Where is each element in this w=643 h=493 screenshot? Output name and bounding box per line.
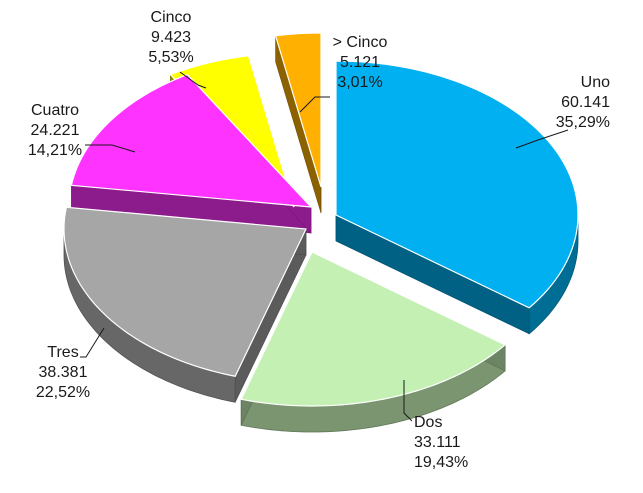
category-label-dos: Dos bbox=[414, 414, 442, 431]
category-label--cinco: > Cinco bbox=[333, 34, 388, 51]
value-label-cinco: 9.423 bbox=[151, 29, 191, 46]
leader-line-dos bbox=[403, 380, 413, 422]
percent-label-dos: 19,43% bbox=[414, 454, 468, 471]
percent-label-tres: 22,52% bbox=[36, 384, 90, 401]
value-label-uno: 60.141 bbox=[561, 94, 610, 111]
leader-line-tres bbox=[80, 327, 105, 358]
leader-line--cinco bbox=[299, 96, 330, 113]
slice-uno bbox=[335, 60, 579, 309]
leader-line-cinco bbox=[179, 71, 207, 89]
value-label-dos: 33.111 bbox=[414, 434, 461, 451]
category-label-uno: Uno bbox=[581, 74, 610, 91]
percent-label-cuatro: 14,21% bbox=[28, 142, 82, 159]
value-label-tres: 38.381 bbox=[39, 364, 88, 381]
leader-line-cuatro bbox=[85, 144, 136, 153]
pie-tops bbox=[63, 32, 579, 407]
slice-tres bbox=[63, 206, 307, 377]
category-label-tres: Tres bbox=[47, 344, 78, 361]
pie-labels: Uno 60.141 35,29% Dos 33.111 19,43% Tres 38.381… bbox=[28, 9, 610, 471]
leader-line-uno bbox=[515, 129, 569, 149]
slice-cuatro bbox=[70, 73, 313, 208]
value-label-cuatro: 24.221 bbox=[31, 122, 80, 139]
slice--cinco bbox=[274, 32, 322, 188]
category-label-cuatro: Cuatro bbox=[31, 102, 79, 119]
slice-dos bbox=[240, 251, 507, 407]
percent-label--cinco: 3,01% bbox=[337, 74, 382, 91]
percent-label-cinco: 5,53% bbox=[148, 49, 193, 66]
value-label--cinco: 5.121 bbox=[340, 54, 380, 71]
category-label-cinco: Cinco bbox=[151, 9, 192, 26]
percent-label-uno: 35,29% bbox=[556, 114, 610, 131]
